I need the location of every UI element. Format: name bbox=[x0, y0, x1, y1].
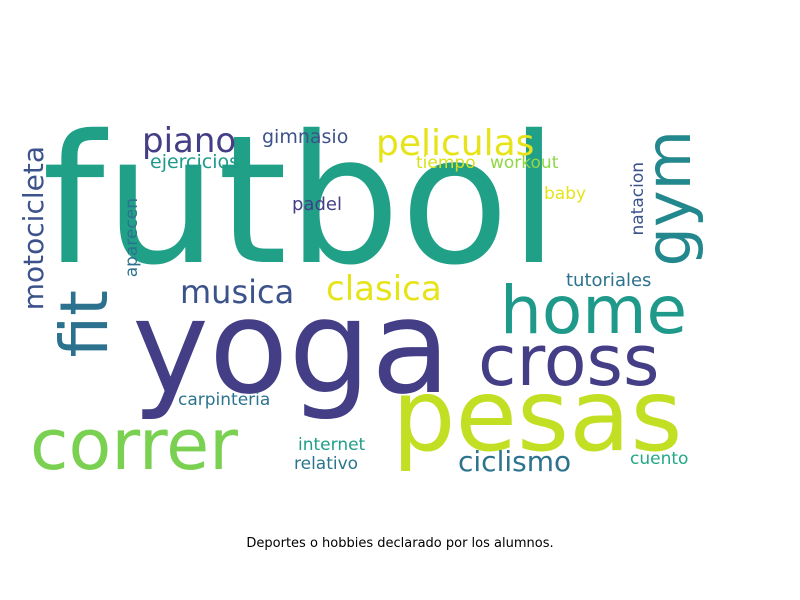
cloud-word-clasica: clasica bbox=[326, 269, 442, 309]
cloud-word-motocicleta: motocicleta bbox=[17, 146, 50, 311]
cloud-word-baby: baby bbox=[544, 184, 587, 204]
cloud-word-futbol: futbol bbox=[42, 97, 559, 304]
cloud-word-carpinteria: carpinteria bbox=[178, 390, 271, 410]
cloud-word-relativo: relativo bbox=[294, 454, 359, 474]
cloud-word-padel: padel bbox=[292, 194, 342, 215]
figure-caption: Deportes o hobbies declarado por los alu… bbox=[246, 536, 554, 551]
cloud-word-aparecen: aparecen bbox=[122, 198, 142, 278]
cloud-word-ciclismo: ciclismo bbox=[458, 445, 572, 478]
cloud-word-peliculas: peliculas bbox=[376, 123, 535, 164]
word-cloud: futbol yoga pesas home cross correr fit gym peli… bbox=[17, 97, 705, 486]
cloud-word-ejercicios: ejercicios bbox=[150, 151, 240, 173]
cloud-word-piano: piano bbox=[142, 121, 237, 161]
cloud-word-fit: fit bbox=[46, 290, 123, 358]
cloud-word-workout: workout bbox=[490, 153, 559, 173]
cloud-word-natacion: natacion bbox=[628, 162, 648, 236]
cloud-word-pesas: pesas bbox=[392, 357, 683, 474]
cloud-word-home: home bbox=[500, 272, 688, 349]
cloud-word-internet: internet bbox=[298, 435, 366, 455]
cloud-word-musica: musica bbox=[180, 273, 295, 311]
cloud-word-yoga: yoga bbox=[132, 271, 451, 423]
cloud-word-correr: correr bbox=[30, 404, 238, 486]
cloud-word-tutoriales: tutoriales bbox=[566, 270, 652, 291]
cloud-word-gimnasio: gimnasio bbox=[262, 126, 349, 148]
cloud-word-cuento: cuento bbox=[630, 449, 689, 469]
cloud-word-tiempo: tiempo bbox=[416, 153, 476, 173]
cloud-word-cross: cross bbox=[478, 320, 660, 402]
